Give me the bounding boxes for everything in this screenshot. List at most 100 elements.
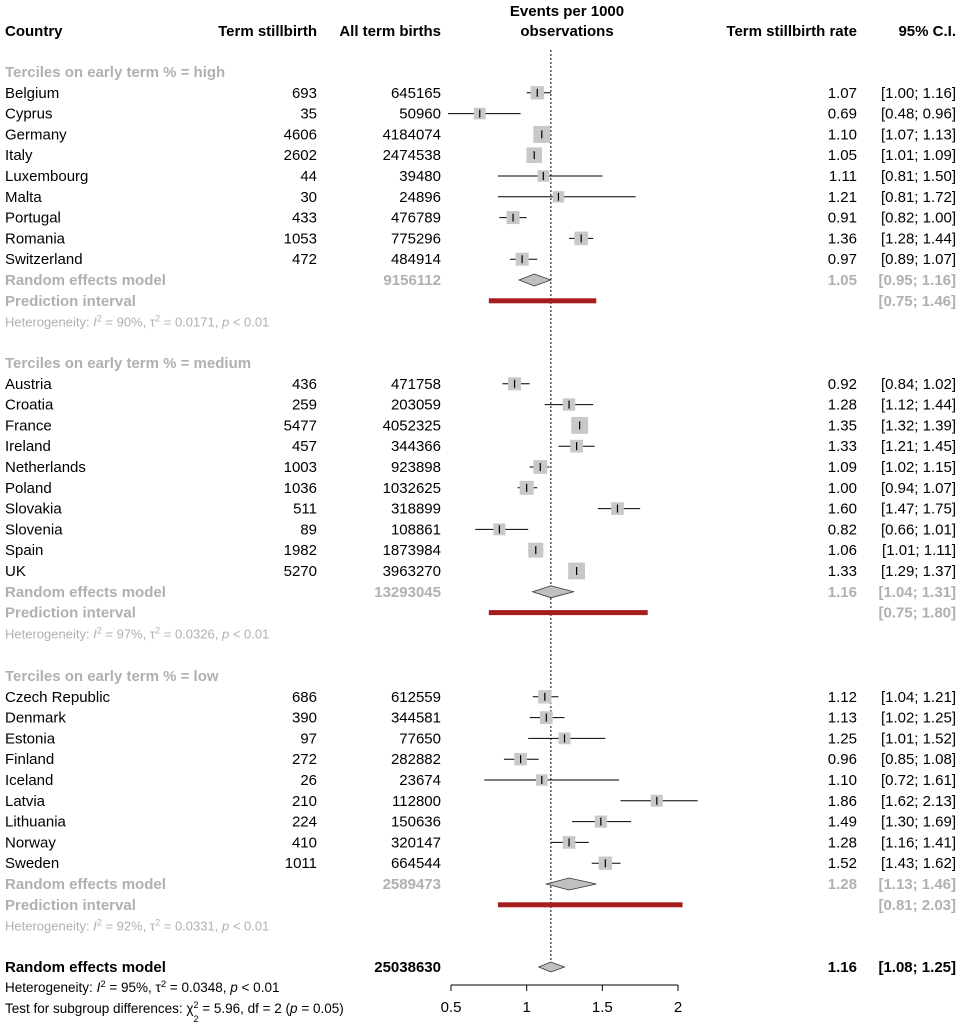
random-effects-ci: [1.04; 1.31] [878, 584, 956, 601]
study-ci: [0.81; 1.50] [881, 168, 956, 185]
random-effects-diamond [544, 877, 597, 891]
study-events: 436 [292, 376, 317, 393]
study-events: 410 [292, 834, 317, 851]
study-total: 612559 [391, 689, 441, 706]
study-total: 471758 [391, 376, 441, 393]
study-events: 1003 [284, 459, 317, 476]
overall-ci: [1.08; 1.25] [878, 959, 956, 976]
study-ci: [1.00; 1.16] [881, 85, 956, 102]
study-rate: 1.28 [828, 397, 857, 414]
random-effects-total: 2589473 [383, 876, 441, 893]
study-ci: [0.82; 1.00] [881, 210, 956, 227]
heterogeneity-text: Heterogeneity: I2 = 92%, τ2 = 0.0331, p … [5, 918, 269, 934]
prediction-interval-bar [488, 610, 648, 616]
study-ci: [1.47; 1.75] [881, 501, 956, 518]
study-ci: [0.85; 1.08] [881, 751, 956, 768]
study-country: Poland [5, 480, 52, 497]
overall-heterogeneity-text: Heterogeneity: I2 = 95%, τ2 = 0.0348, p … [5, 979, 279, 996]
heterogeneity-text: Heterogeneity: I2 = 90%, τ2 = 0.0171, p … [5, 314, 269, 330]
study-country: Estonia [5, 730, 56, 747]
subgroup-label: Terciles on early term % = high [5, 64, 225, 81]
prediction-interval-label: Prediction interval [5, 293, 136, 310]
study-rate: 1.21 [828, 189, 857, 206]
study-events: 511 [293, 501, 317, 518]
study-total: 344581 [391, 710, 441, 727]
study-ci: [1.30; 1.69] [881, 814, 956, 831]
random-effects-label: Random effects model [5, 272, 166, 289]
random-effects-label: Random effects model [5, 584, 166, 601]
random-effects-ci: [0.95; 1.16] [878, 272, 956, 289]
x-axis-tick-label: 2 [674, 999, 682, 1016]
study-rate: 1.13 [828, 710, 857, 727]
overall-diamond [537, 961, 566, 973]
study-rate: 1.33 [828, 563, 857, 580]
prediction-interval-ci: [0.75; 1.46] [878, 293, 956, 310]
study-country: Croatia [5, 397, 54, 414]
study-rate: 1.28 [828, 834, 857, 851]
study-events: 2602 [284, 147, 317, 164]
study-country: Spain [5, 542, 43, 559]
study-rate: 1.60 [828, 501, 857, 518]
study-events: 472 [292, 251, 317, 268]
study-total: 4184074 [383, 126, 441, 143]
study-ci: [1.02; 1.15] [881, 459, 956, 476]
study-total: 50960 [399, 106, 441, 123]
study-ci: [1.04; 1.21] [881, 689, 956, 706]
header-rate: Term stillbirth rate [726, 23, 857, 40]
study-ci: [1.32; 1.39] [881, 417, 956, 434]
study-total: 150636 [391, 814, 441, 831]
study-country: Luxembourg [5, 168, 88, 185]
study-ci: [0.72; 1.61] [881, 772, 956, 789]
study-ci: [1.12; 1.44] [881, 397, 956, 414]
study-total: 318899 [391, 501, 441, 518]
study-total: 476789 [391, 210, 441, 227]
study-events: 272 [292, 751, 317, 768]
study-rate: 0.96 [828, 751, 857, 768]
study-country: Ireland [5, 438, 51, 455]
study-rate: 1.33 [828, 438, 857, 455]
study-country: Belgium [5, 85, 59, 102]
prediction-interval-label: Prediction interval [5, 605, 136, 622]
study-events: 30 [300, 189, 317, 206]
study-country: Portugal [5, 210, 61, 227]
study-total: 923898 [391, 459, 441, 476]
study-events: 1011 [285, 855, 317, 872]
random-effects-rate: 1.05 [828, 272, 857, 289]
study-total: 24896 [399, 189, 441, 206]
study-total: 39480 [399, 168, 441, 185]
subgroup-label: Terciles on early term % = medium [5, 355, 251, 372]
overall-label: Random effects model [5, 959, 166, 976]
study-events: 89 [300, 521, 317, 538]
overall-rate: 1.16 [828, 959, 857, 976]
study-events: 210 [292, 793, 317, 810]
study-country: Latvia [5, 793, 46, 810]
study-events: 686 [292, 689, 317, 706]
study-rate: 0.82 [828, 521, 857, 538]
header-events-line2: observations [520, 23, 613, 40]
prediction-interval-bar [497, 902, 683, 908]
study-total: 1873984 [383, 542, 441, 559]
random-effects-diamond [518, 273, 553, 287]
study-country: Finland [5, 751, 54, 768]
header-events-line1: Events per 1000 [510, 3, 624, 20]
study-country: Austria [5, 376, 52, 393]
study-rate: 1.07 [828, 85, 857, 102]
header-stillbirth: Term stillbirth [218, 23, 317, 40]
random-effects-total: 9156112 [383, 272, 441, 289]
study-rate: 1.11 [829, 168, 857, 185]
study-events: 1982 [284, 542, 317, 559]
study-ci: [1.01; 1.09] [881, 147, 956, 164]
study-events: 35 [300, 106, 317, 123]
x-axis-tick-label: 1 [522, 999, 530, 1016]
study-events: 5270 [284, 563, 317, 580]
study-total: 320147 [391, 834, 441, 851]
study-rate: 0.91 [828, 210, 857, 227]
study-ci: [1.07; 1.13] [881, 126, 956, 143]
study-rate: 1.86 [828, 793, 857, 810]
study-total: 2474538 [383, 147, 441, 164]
study-ci: [0.94; 1.07] [881, 480, 956, 497]
study-country: Slovakia [5, 501, 62, 518]
study-events: 5477 [284, 417, 317, 434]
study-country: Romania [5, 230, 66, 247]
prediction-interval-bar [488, 298, 597, 304]
